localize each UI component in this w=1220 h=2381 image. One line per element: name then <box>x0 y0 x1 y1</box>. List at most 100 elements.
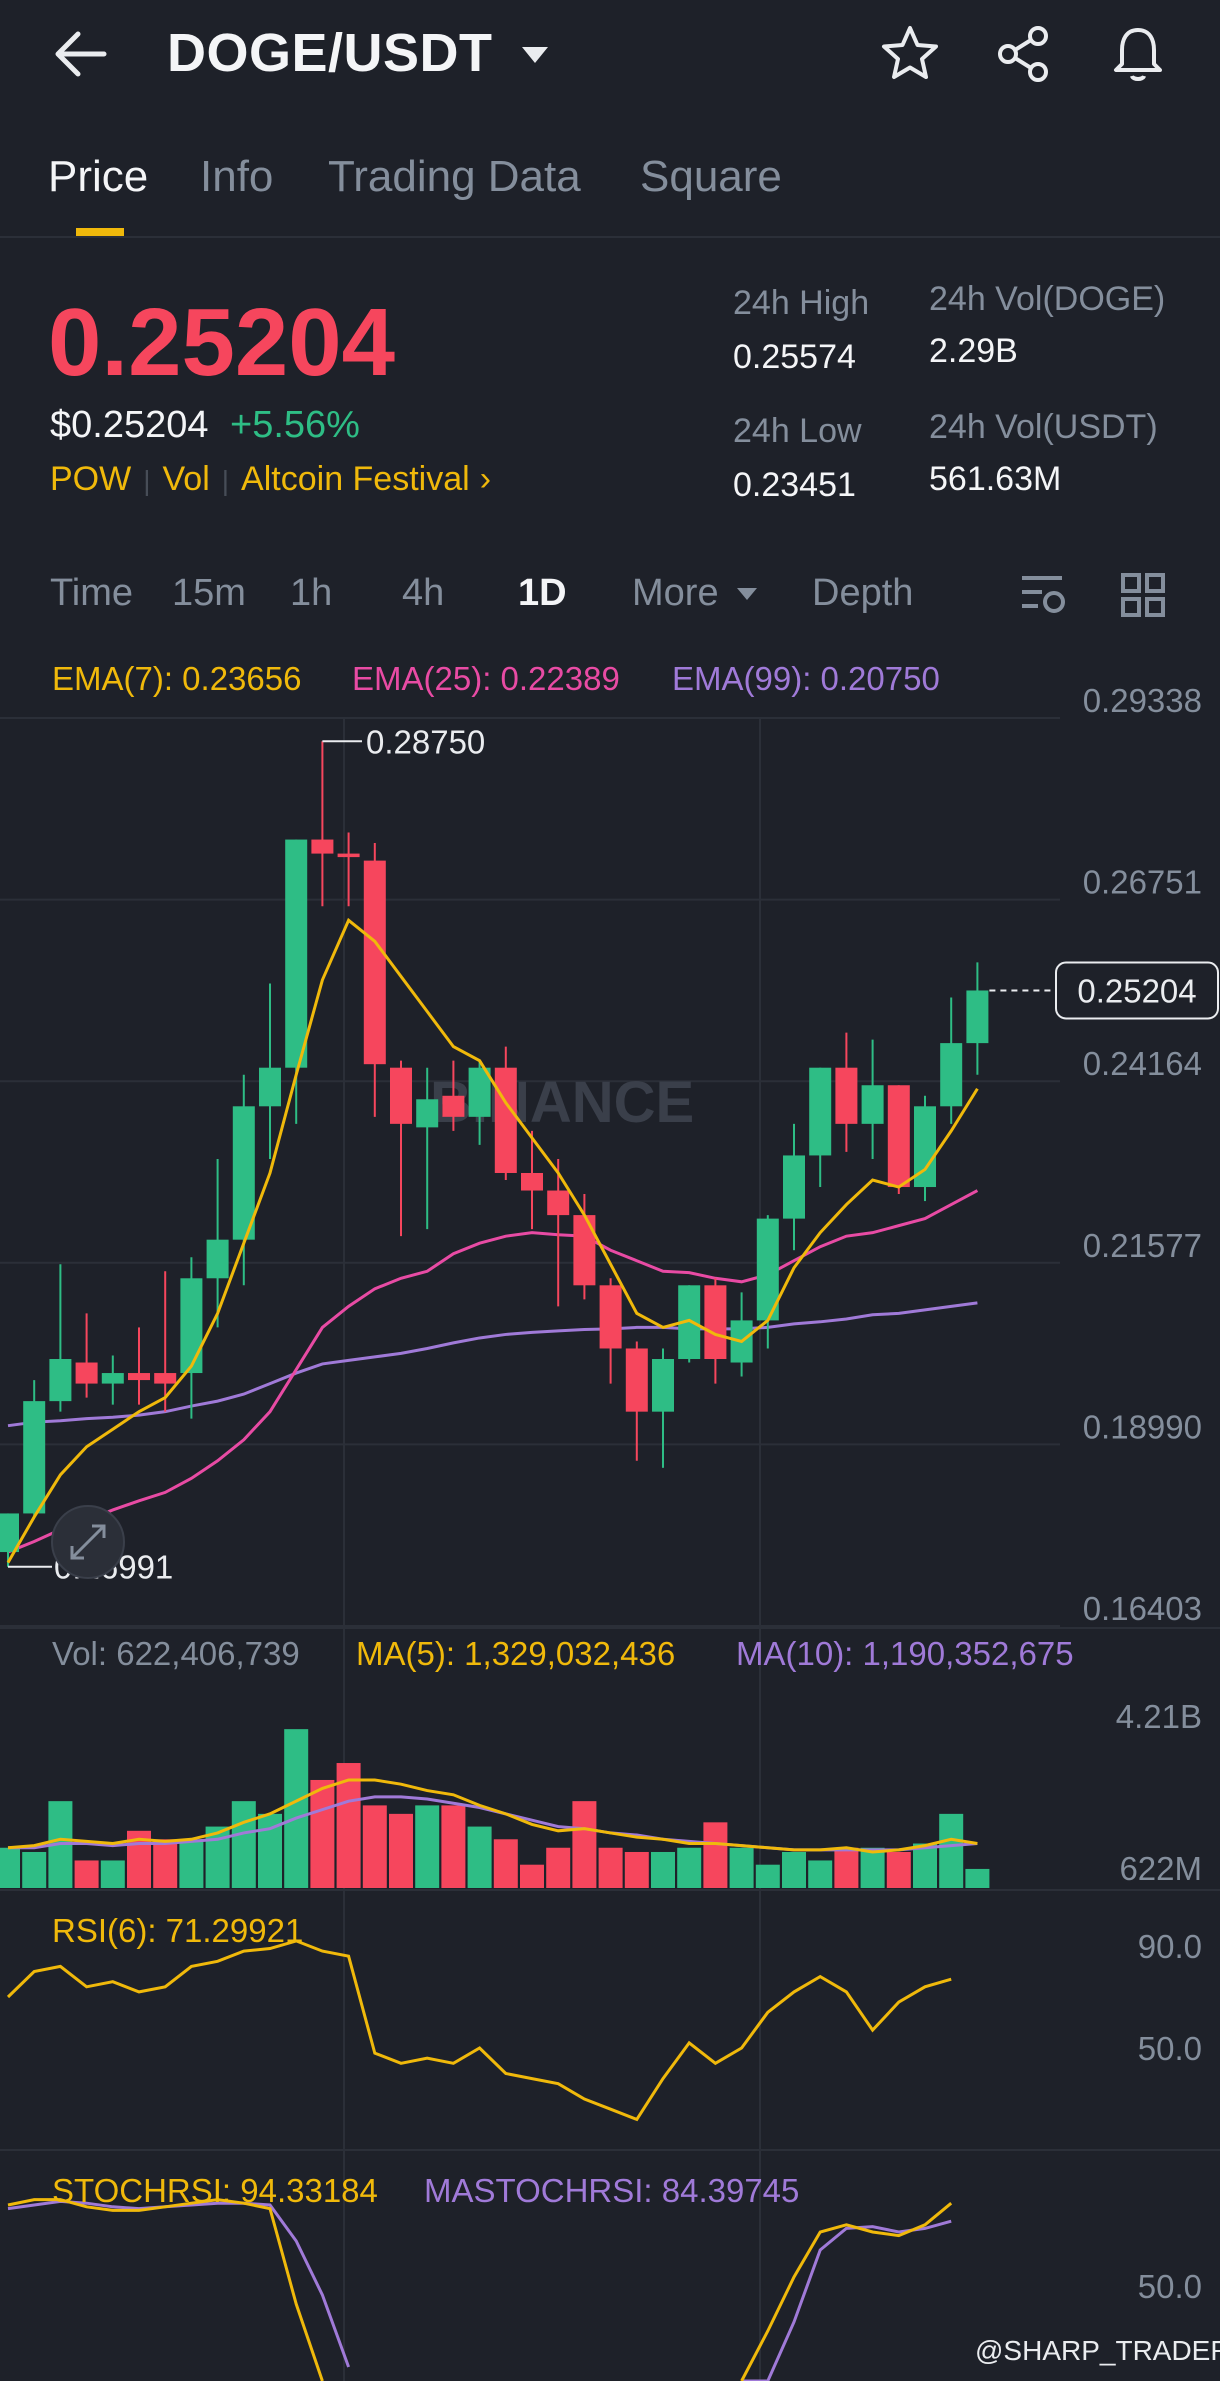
candle <box>652 1359 674 1412</box>
rsi-path <box>6 1939 952 2122</box>
volume-bar <box>860 1847 885 1888</box>
volume-bar <box>729 1847 754 1888</box>
volume-bar <box>913 1843 937 1888</box>
vol-quote-value: 561.63M <box>929 460 1062 498</box>
candle <box>494 1067 517 1173</box>
price-tick-label: 0.21577 <box>1083 1227 1202 1264</box>
expand-icon[interactable] <box>51 1505 125 1579</box>
volume-bar <box>362 1805 387 1888</box>
tab-info[interactable]: Info <box>200 152 274 201</box>
candle <box>625 1348 648 1412</box>
author-watermark: @SHARP_TRADER <box>975 2335 1220 2366</box>
volume-bar <box>520 1864 544 1888</box>
candle <box>75 1362 98 1384</box>
share-icon[interactable] <box>992 22 1056 86</box>
pair-title[interactable]: DOGE/USDT <box>167 23 493 83</box>
candle <box>101 1373 124 1384</box>
chevron-down-icon[interactable] <box>520 44 550 66</box>
grid-layout-icon[interactable] <box>1120 572 1166 618</box>
volume-bar <box>598 1847 623 1888</box>
volume-bar <box>834 1847 859 1888</box>
vol-base-value: 2.29B <box>929 332 1018 370</box>
price-axis: 0.29338 0.26751 0.24164 0.21577 0.18990 0.164… <box>1083 682 1202 1627</box>
candle <box>180 1278 203 1374</box>
candle <box>521 1172 543 1191</box>
ema25-path <box>7 1189 979 1554</box>
low-label: 24h Low <box>733 412 862 450</box>
interval-time[interactable]: Time <box>50 572 134 614</box>
candle <box>49 1359 72 1402</box>
fiat-price: $0.25204 <box>50 404 209 446</box>
volume-bar <box>284 1729 309 1888</box>
candle <box>756 1218 779 1321</box>
tag-altcoin-festival[interactable]: Altcoin Festival <box>241 460 470 498</box>
tab-trading-data[interactable]: Trading Data <box>328 152 581 201</box>
chart-grid <box>0 717 1220 2381</box>
candle <box>599 1285 622 1349</box>
interval-4h[interactable]: 4h <box>402 572 445 614</box>
candle <box>23 1401 46 1514</box>
rsi-panel: 90.0 50.0 <box>6 1928 1202 2122</box>
stochrsi-path <box>740 2202 953 2381</box>
candle <box>416 1099 439 1128</box>
interval-15m[interactable]: 15m <box>172 572 246 614</box>
interval-depth[interactable]: Depth <box>812 572 914 614</box>
interval-more[interactable]: More <box>632 572 719 614</box>
volume-bar <box>179 1839 204 1888</box>
last-price: 0.25204 <box>48 289 396 396</box>
candle <box>966 990 989 1044</box>
active-tab-indicator <box>76 228 124 236</box>
back-arrow-icon[interactable] <box>50 28 110 80</box>
current-price-box <box>1055 961 1219 1020</box>
interval-1h[interactable]: 1h <box>290 572 333 614</box>
interval-1d[interactable]: 1D <box>518 572 567 614</box>
volume-bar <box>808 1860 833 1888</box>
tag-vol[interactable]: Vol <box>162 460 210 498</box>
price-tick-label: 0.18990 <box>1083 1408 1202 1445</box>
stochrsi-path <box>7 2198 324 2381</box>
tab-price[interactable]: Price <box>48 152 149 201</box>
header: DOGE/USDT <box>0 0 1220 110</box>
ma5-path <box>7 1778 978 1854</box>
candle <box>914 1106 936 1188</box>
interval-bar: Time 15m 1h 4h 1D More Depth <box>0 560 1220 632</box>
vol-base-label: 24h Vol(DOGE) <box>929 280 1166 318</box>
stochrsi-tick-label: 50.0 <box>1138 2268 1202 2305</box>
vol-quote-label: 24h Vol(USDT) <box>929 408 1158 446</box>
volume-bar <box>231 1801 256 1888</box>
tab-square[interactable]: Square <box>640 152 782 201</box>
volume-bar <box>651 1851 675 1888</box>
star-icon[interactable] <box>878 22 942 86</box>
high-marker-label: 0.28750 <box>366 723 485 760</box>
volume-bar <box>493 1839 518 1888</box>
volume-bar <box>624 1851 649 1888</box>
chart-area[interactable]: BINANCE 0.293380.267510.241640.215770.18… <box>0 640 1220 2381</box>
caret-down-icon[interactable] <box>736 586 758 602</box>
volume-tick-label: 4.21B <box>1116 1698 1202 1735</box>
volume-bar <box>939 1813 964 1888</box>
candle <box>887 1085 910 1188</box>
indicator-settings-icon[interactable] <box>1018 572 1068 618</box>
bell-icon[interactable] <box>1106 22 1170 86</box>
chevron-right-icon[interactable]: › <box>479 460 492 498</box>
mastochrsi-path <box>7 2199 351 2368</box>
tag-separator: | <box>221 465 230 496</box>
price-tick-label: 0.26751 <box>1083 864 1202 901</box>
candle <box>232 1106 255 1240</box>
low-value: 0.23451 <box>733 466 856 504</box>
tag-pow[interactable]: POW <box>50 460 132 498</box>
mastochrsi-legend: MASTOCHRSI: 84.39745 <box>424 2172 799 2209</box>
candle <box>835 1067 858 1124</box>
ema7-path <box>6 917 979 1564</box>
tab-bar: Price Info Trading Data Square <box>0 140 1220 238</box>
candle <box>783 1155 805 1219</box>
candle <box>259 1067 281 1107</box>
candle <box>442 1095 465 1117</box>
candle <box>311 839 334 854</box>
candle <box>678 1285 701 1360</box>
ema99-line <box>7 1301 978 1428</box>
tag-row: POW | Vol | Altcoin Festival › <box>50 460 491 499</box>
rsi-tick-label: 50.0 <box>1138 2030 1202 2067</box>
volume-bars: 4.21B 622M <box>0 1698 1202 1888</box>
